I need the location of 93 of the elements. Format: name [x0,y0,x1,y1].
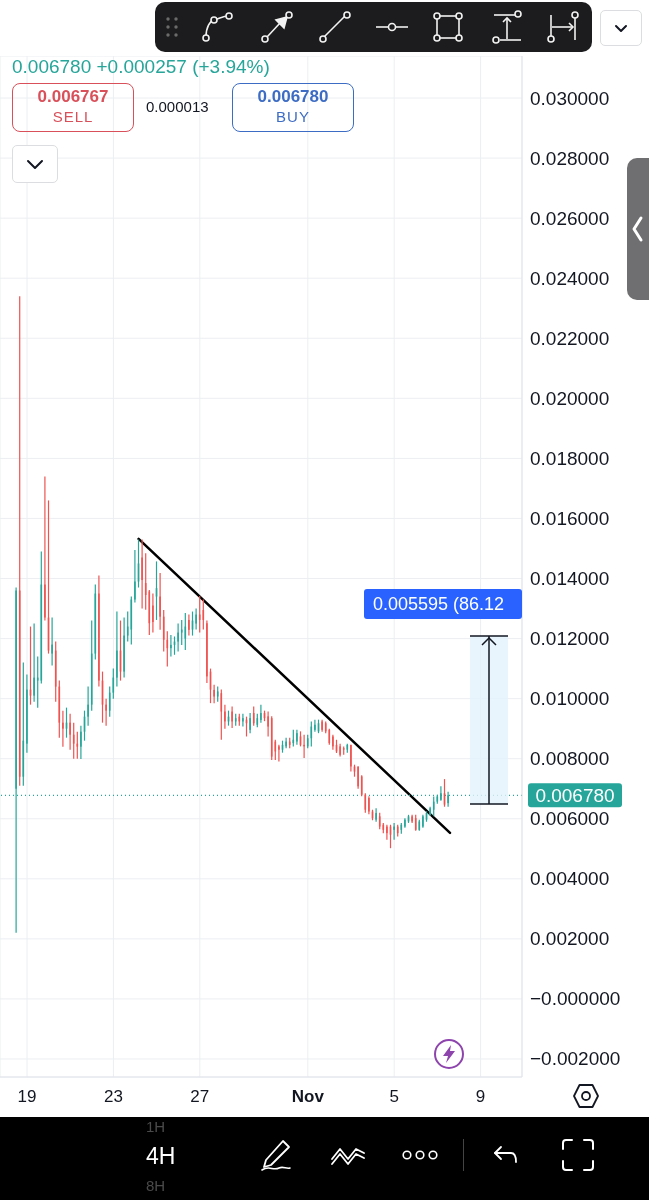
candlestick [108,686,111,718]
annotation: 0.006780 +0.000257 (+3.94%) [12,56,270,78]
buy-button: 0.006780 BUY [232,83,354,132]
candlestick [80,725,82,760]
candlestick [213,684,215,704]
candlestick [296,729,298,746]
y-tick-label: 0.002000 [530,928,610,950]
candlestick [411,814,413,824]
text: 4H [146,1143,176,1169]
candlestick [98,574,100,688]
annotation: 0.006780 [256,87,330,107]
y-tick-label: 0.014000 [530,568,610,590]
x-tick-label: 5 [389,1086,399,1106]
y-tick-label: 0.012000 [530,628,610,650]
candlestick [440,785,442,802]
x-tick-label: 23 [103,1086,123,1106]
candlestick [206,619,208,684]
y-tick-label: 0.004000 [530,868,610,890]
candlestick [357,765,359,790]
candlestick [72,722,75,760]
text: 1H [146,1118,166,1135]
candlestick [177,622,179,653]
candlestick [123,616,125,679]
candlestick [375,807,377,823]
candlestick [278,744,280,762]
candlestick [159,572,161,631]
candlestick [404,817,406,829]
y-tick-label: 0.022000 [530,327,610,349]
y-tick-label: 0.010000 [530,688,610,710]
candlestick [429,806,431,817]
candlestick [231,705,233,729]
candlestick [134,549,136,604]
candlestick [195,607,197,631]
candlestick [180,619,183,646]
candlestick [339,743,341,758]
text: 8H [146,1177,166,1194]
x-tick-label: 19 [17,1086,37,1106]
candlestick [285,737,287,749]
candlestick [87,686,89,727]
sell-button: 0.006767 SELL [12,83,134,132]
y-tick-label: 0.018000 [530,447,610,469]
candlestick [249,712,251,734]
candlestick [242,713,244,728]
y-tick-label: 0.030000 [530,87,610,109]
y-tick-label: −0.002000 [530,1048,621,1070]
y-tick-label: −0.000000 [530,988,621,1010]
candlestick [386,824,388,841]
candlestick [126,610,129,643]
candlestick [224,704,226,730]
candlestick [198,595,201,634]
candlestick [321,719,323,733]
annotation: SELL [51,107,95,127]
x-tick-label: 27 [190,1086,210,1106]
annotation: 0.005595 (86.12 [364,589,522,619]
candlestick [267,710,269,738]
candlestick [144,552,147,611]
y-tick-label: 0.028000 [530,147,610,169]
candlestick [350,744,352,773]
candlestick [33,622,35,703]
candlestick [141,538,143,610]
candlestick [69,713,71,751]
candlestick [36,655,39,709]
y-tick-label: 0.024000 [530,267,610,289]
candlestick [260,704,262,724]
candlestick [26,674,28,754]
annotation: 0.000013 [146,98,209,116]
candlestick [360,774,363,797]
annotation: 0.006767 [36,87,110,107]
candlestick [152,592,154,634]
y-tick-label: 0.020000 [530,387,610,409]
candlestick [105,698,107,727]
y-tick-label: 0.026000 [530,207,610,229]
candlestick [188,613,190,637]
candlestick [314,719,316,733]
candlestick [252,705,255,727]
y-tick-label: 0.008000 [530,748,610,770]
x-tick-label: 9 [475,1086,486,1106]
candlestick [422,814,424,829]
ref-line-label: 0.006780 [535,784,615,806]
candlestick [62,710,64,748]
x-tick-label: Nov [291,1086,325,1106]
candlestick [332,734,334,751]
candlestick [44,475,46,622]
candlestick [51,616,53,667]
candlestick [303,734,305,759]
y-tick-label: 0.016000 [530,507,610,529]
candlestick [170,634,172,658]
y-tick-label: 0.006000 [530,808,610,830]
candlestick [162,609,165,653]
annotation: BUY [275,107,311,127]
candlestick [116,610,118,688]
candlestick [368,795,370,815]
candlestick [393,822,395,841]
